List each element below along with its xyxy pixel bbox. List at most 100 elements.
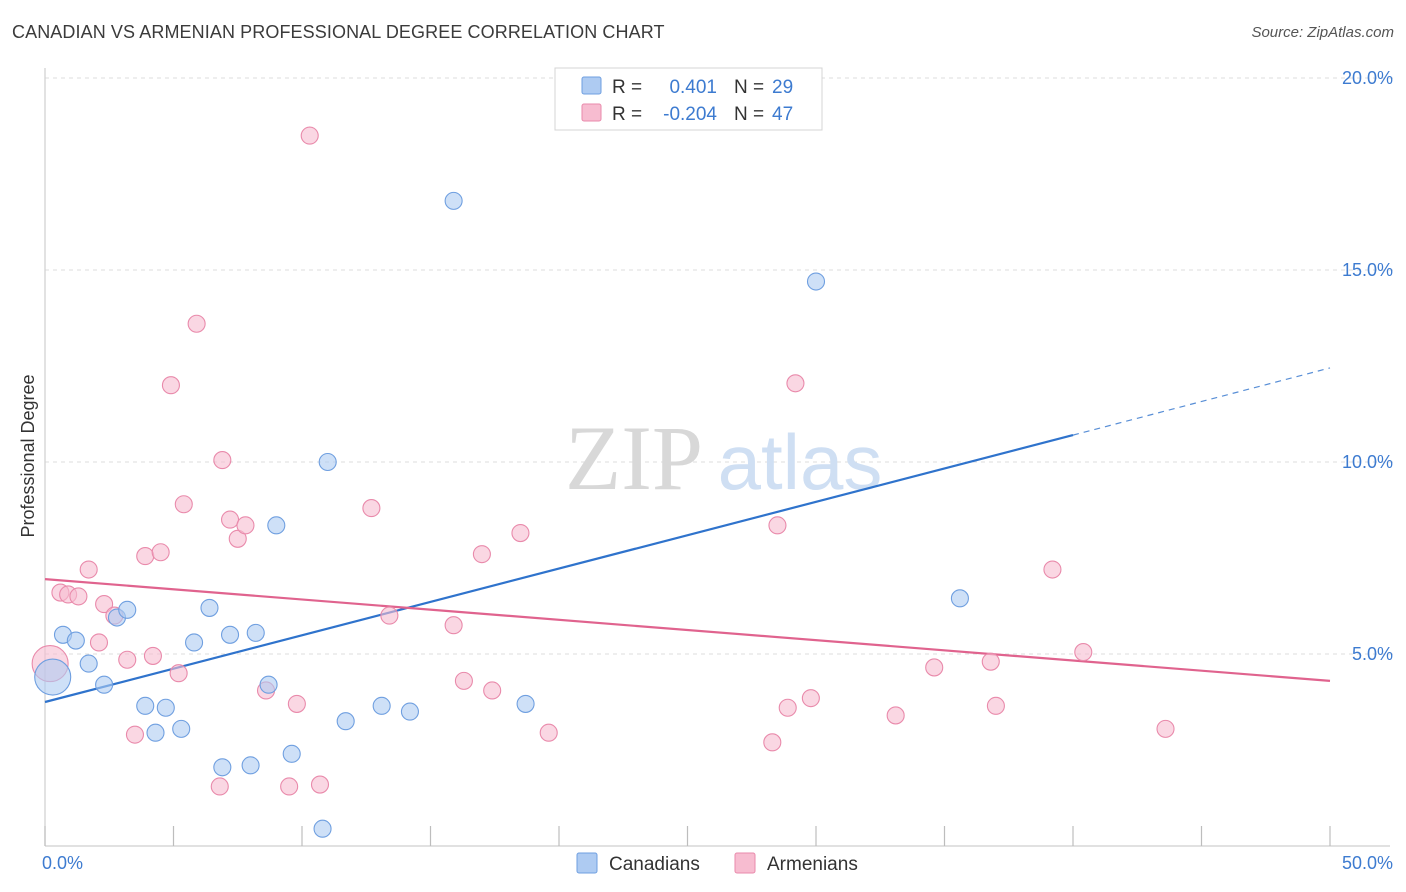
armenians-n-value: 47	[772, 104, 793, 125]
armenians-r-value: -0.204	[663, 104, 717, 125]
y-tick-label: 10.0%	[1342, 452, 1393, 472]
canadians-point	[313, 819, 332, 838]
canadians-point	[950, 589, 969, 608]
canadians-point	[185, 633, 204, 652]
canadians-point	[318, 452, 337, 472]
armenians-point	[801, 689, 820, 708]
armenians-point	[210, 777, 229, 796]
canadians-point	[806, 272, 826, 291]
canadians-point	[146, 723, 165, 742]
armenians-point	[280, 777, 299, 796]
canadians-trend-line	[44, 434, 1074, 704]
series-legend: Canadians Armenians	[576, 852, 858, 875]
armenians-trend-line	[44, 578, 1331, 682]
y-axis-label: Professional Degree	[18, 374, 38, 537]
armenians-point	[472, 545, 491, 564]
armenians-point	[886, 706, 905, 725]
source-label: Source: ZipAtlas.com	[1251, 24, 1394, 41]
armenians-point	[1074, 643, 1093, 662]
armenians-point	[786, 374, 805, 393]
legend-armenians-label: Armenians	[767, 854, 858, 875]
armenians-point	[79, 560, 98, 579]
legend-canadians-swatch	[576, 852, 598, 874]
armenians-point	[287, 694, 306, 713]
legend-armenians-swatch	[734, 852, 756, 874]
armenians-point	[69, 587, 88, 606]
canadians-r-value: 0.401	[669, 77, 717, 98]
armenians-point	[778, 698, 797, 717]
armenians-point	[213, 451, 232, 470]
armenians-point	[151, 543, 170, 562]
y-tick-label: 20.0%	[1342, 68, 1393, 88]
armenians-point	[228, 529, 247, 548]
canadians-point	[444, 191, 463, 210]
watermark: ZIP atlas	[565, 407, 882, 509]
armenians-point	[1156, 719, 1175, 738]
gridlines	[45, 77, 1395, 655]
armenians-point	[161, 376, 180, 395]
armenians-point	[380, 606, 399, 625]
x-tick-label: 50.0%	[1342, 853, 1393, 873]
armenians-point	[300, 126, 319, 145]
armenians-swatch	[581, 103, 602, 122]
canadians-n-label: N =	[734, 77, 764, 98]
legend-canadians-label: Canadians	[609, 854, 700, 875]
x-tick-label: 0.0%	[42, 853, 83, 873]
canadians-point	[136, 696, 155, 715]
canadians-swatch	[581, 76, 602, 95]
watermark-zip: ZIP	[565, 407, 703, 509]
armenians-point	[444, 616, 463, 635]
armenians-point	[220, 510, 240, 529]
armenians-point	[763, 733, 782, 752]
canadians-point	[220, 625, 240, 644]
armenians-point	[925, 658, 944, 677]
canadians-point	[516, 694, 535, 713]
armenians-n-label: N =	[734, 104, 764, 125]
canadians-point	[336, 712, 355, 731]
x-tick-labels: 0.0% 50.0%	[42, 853, 1393, 873]
canadians-point	[259, 675, 278, 694]
armenians-point	[89, 633, 109, 652]
canadians-point	[267, 516, 286, 535]
canadians-point	[282, 744, 301, 763]
canadians-point	[34, 658, 72, 696]
armenians-point	[118, 650, 137, 669]
armenians-point	[511, 523, 530, 543]
y-tick-labels: 5.0% 10.0% 15.0% 20.0%	[1342, 68, 1393, 664]
armenians-point	[310, 775, 330, 794]
armenians-point	[768, 516, 787, 535]
canadians-point	[79, 654, 98, 673]
armenians-point	[454, 671, 473, 690]
armenians-point	[981, 652, 1000, 671]
armenians-point	[1043, 560, 1062, 579]
armenians-point	[125, 725, 144, 744]
armenians-r-label: R =	[612, 104, 642, 125]
canadians-n-value: 29	[772, 77, 793, 98]
canadians-r-label: R =	[612, 77, 642, 98]
trend-lines	[44, 367, 1331, 704]
armenians-point	[143, 646, 162, 665]
armenians-point	[187, 314, 206, 333]
canadians-point	[66, 631, 85, 650]
chart-title: CANADIAN VS ARMENIAN PROFESSIONAL DEGREE…	[12, 22, 665, 42]
canadians-point	[400, 702, 419, 721]
armenians-point	[986, 696, 1005, 715]
y-tick-label: 5.0%	[1352, 644, 1393, 664]
armenians-point	[169, 664, 188, 683]
canadians-point	[372, 696, 391, 715]
canadians-point	[246, 623, 265, 642]
axes	[44, 68, 1390, 847]
canadians-trend-extension	[1072, 367, 1331, 436]
canadians-point	[172, 719, 191, 738]
canadians-point	[95, 675, 114, 694]
armenians-point	[483, 681, 502, 700]
armenians-point	[539, 723, 558, 742]
armenians-point	[174, 495, 193, 514]
y-tick-label: 15.0%	[1342, 260, 1393, 280]
canadians-point	[156, 698, 175, 717]
canadians-point	[241, 756, 260, 775]
canadians-point	[200, 598, 219, 617]
canadians-point	[213, 758, 232, 777]
canadians-point	[118, 600, 137, 619]
